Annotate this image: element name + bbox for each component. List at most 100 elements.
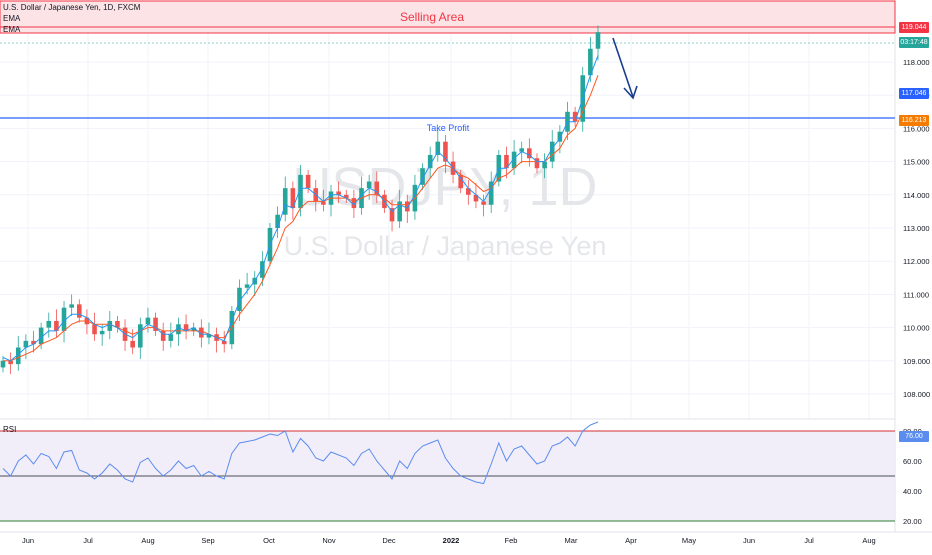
candle-body (504, 154, 509, 169)
candle-body (31, 340, 36, 345)
candle-body (221, 340, 227, 345)
selling-area-label: Selling Area (400, 10, 464, 24)
candle-body (69, 304, 74, 308)
time-tick-label: Apr (625, 536, 637, 545)
time-tick-label: Feb (505, 536, 518, 545)
candle-body (351, 198, 357, 209)
rsi-tick-label: 40.00 (903, 487, 922, 496)
candle-body (0, 360, 6, 368)
time-tick-label: Aug (862, 536, 875, 545)
price-tick-label: 118.000 (903, 58, 930, 67)
price-tag-countdown: 03:17:48 (899, 37, 929, 48)
selling-area-zone[interactable] (0, 0, 896, 34)
rsi-legend[interactable]: RSI (3, 425, 17, 434)
candle-body (443, 141, 448, 162)
candle-body (435, 141, 441, 155)
symbol-legend[interactable]: U.S. Dollar / Japanese Yen, 1D, FXCM (3, 3, 141, 12)
candle-body (534, 158, 540, 169)
candle-body (458, 174, 463, 189)
time-tick-label: Nov (322, 536, 336, 545)
candle-body (145, 317, 151, 325)
time-scale: Jun Jul Aug Sep Oct Nov Dec 2022 Feb Mar Apr May Jun… (22, 536, 876, 545)
candle-body (54, 320, 59, 331)
time-tick-label: Jul (804, 536, 814, 545)
candle-body (206, 334, 212, 338)
candle-body (374, 181, 380, 195)
price-tick-label: 109.000 (903, 357, 930, 366)
candle-body (466, 188, 471, 195)
time-tick-label: Jun (22, 536, 34, 545)
candle-body (99, 330, 105, 335)
rsi-tick-label: 60.00 (903, 457, 922, 466)
watermark-ticker: USDJPY, 1D (292, 157, 597, 217)
candle-body (389, 208, 395, 222)
time-tick-label: Mar (565, 536, 578, 545)
time-tick-label: Aug (141, 536, 154, 545)
price-tick-label: 110.000 (903, 324, 930, 333)
candle-body (282, 188, 288, 215)
candle-body (298, 174, 303, 209)
price-tick-label: 112.000 (903, 257, 930, 266)
candle-body (481, 201, 486, 205)
candle-body (237, 287, 242, 311)
candle-body (115, 320, 120, 328)
time-tick-label: Jun (743, 536, 755, 545)
price-tick-label: 108.000 (903, 390, 930, 399)
candle-body (275, 214, 280, 228)
candle-body (519, 148, 525, 152)
candle-body (138, 324, 143, 348)
candle-body (595, 32, 601, 49)
time-tick-label: Jul (83, 536, 93, 545)
candle-body (542, 161, 547, 169)
candle-body (488, 181, 494, 205)
candle-body (153, 317, 158, 331)
price-tick-label: 113.000 (903, 224, 930, 233)
candle-body (183, 324, 189, 331)
candle-body (397, 201, 402, 222)
candle-body (420, 168, 425, 185)
candle-body (588, 48, 593, 76)
candle-body (107, 320, 113, 331)
candle-body (321, 201, 326, 205)
candle-body (61, 307, 67, 331)
price-tick-label: 111.000 (903, 290, 929, 299)
candle-body (8, 360, 13, 365)
candle-body (244, 284, 250, 288)
candle-body (92, 324, 97, 335)
candle-body (404, 201, 410, 212)
ema-fast-line (2, 55, 599, 362)
candle-body (572, 111, 578, 122)
candle-body (15, 347, 21, 365)
time-tick-label: 2022 (443, 536, 460, 545)
candle-body (191, 327, 197, 331)
price-tick-label: 115.000 (903, 158, 930, 167)
candle-body (46, 320, 52, 328)
price-tag-take-profit: 116.213 (899, 115, 929, 126)
main-pane (0, 0, 895, 418)
rsi-tick-label: 20.00 (903, 517, 922, 526)
candle-body (427, 154, 433, 169)
candle-body (557, 131, 563, 142)
candle-body (549, 141, 555, 162)
candle-body (23, 340, 29, 348)
ema-legend-1[interactable]: EMA (3, 14, 21, 23)
candle-body (527, 148, 532, 159)
candle-body (199, 327, 204, 338)
price-tag-ema: 117.046 (899, 88, 929, 99)
watermark-name: U.S. Dollar / Japanese Yen (284, 231, 607, 261)
price-scale: 108.000 109.000 110.000 111.000 112.000 113.0… (903, 58, 930, 399)
time-tick-label: Sep (201, 536, 214, 545)
ema-legend-2[interactable]: EMA (3, 25, 21, 34)
rsi-value-tag: 76.00 (899, 431, 929, 442)
time-tick-label: Dec (382, 536, 396, 545)
forecast-arrow[interactable] (612, 37, 638, 100)
time-tick-label: Oct (263, 536, 276, 545)
candle-body (366, 181, 372, 189)
candle-body (336, 191, 341, 195)
price-tick-label: 114.000 (903, 191, 930, 200)
time-tick-label: May (682, 536, 696, 545)
candle-body (473, 194, 479, 202)
price-tag-selling: 119.044 (899, 22, 929, 33)
